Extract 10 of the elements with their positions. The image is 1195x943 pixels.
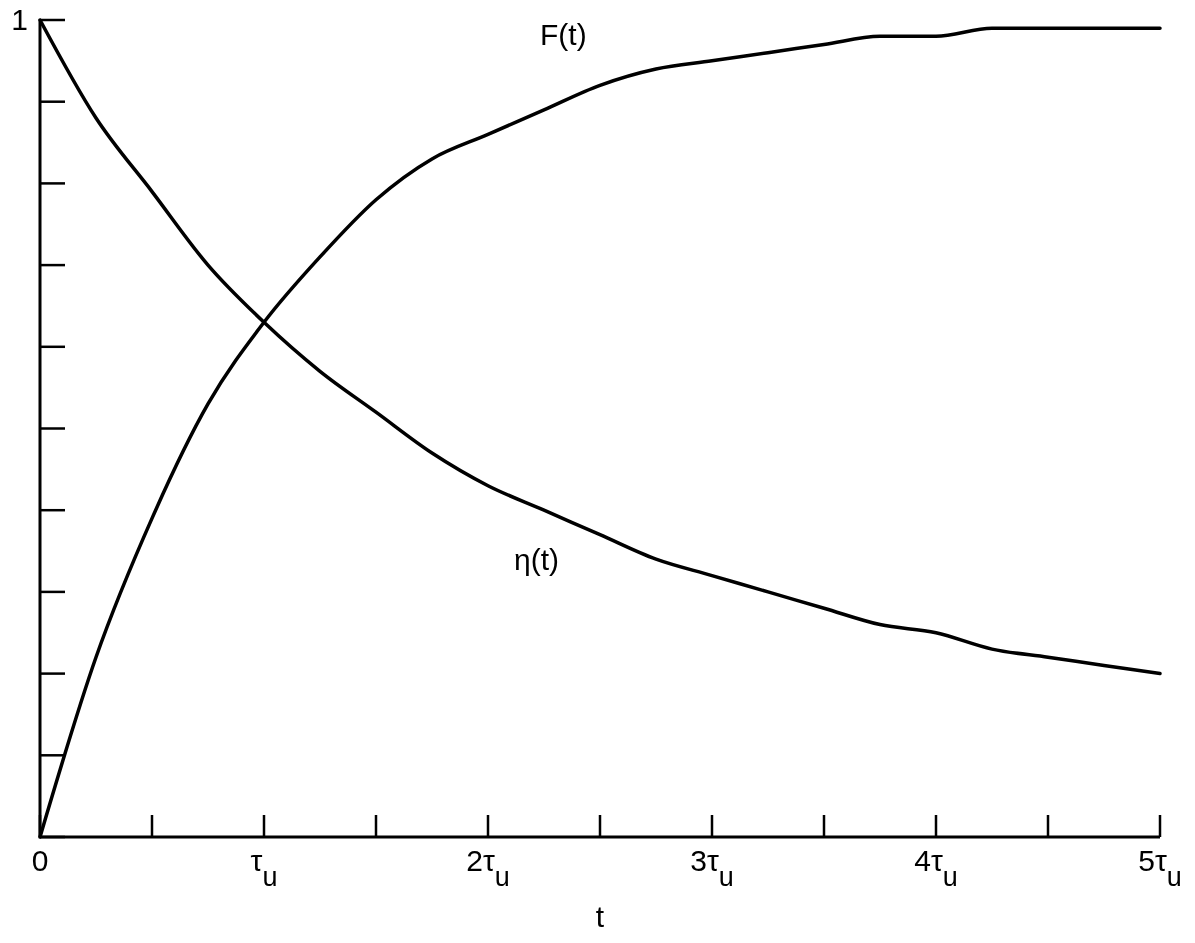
series-label: η(t) [514, 543, 559, 577]
series-label: F(t) [540, 18, 587, 52]
x-axis-title: t [595, 900, 605, 933]
x-tick-label: 4τ$_{u}$ [914, 844, 958, 892]
x-tick-label: τ$_{u}$ [250, 844, 278, 892]
x-tick-label: 3τ$_{u}$ [690, 844, 734, 892]
x-tick-label: 5τ$_{u}$ [1138, 844, 1182, 892]
text: 1 [11, 3, 28, 36]
x-tick-label: 2τ$_{u}$ [466, 844, 510, 892]
x-tick-label: 0 [31, 844, 49, 877]
